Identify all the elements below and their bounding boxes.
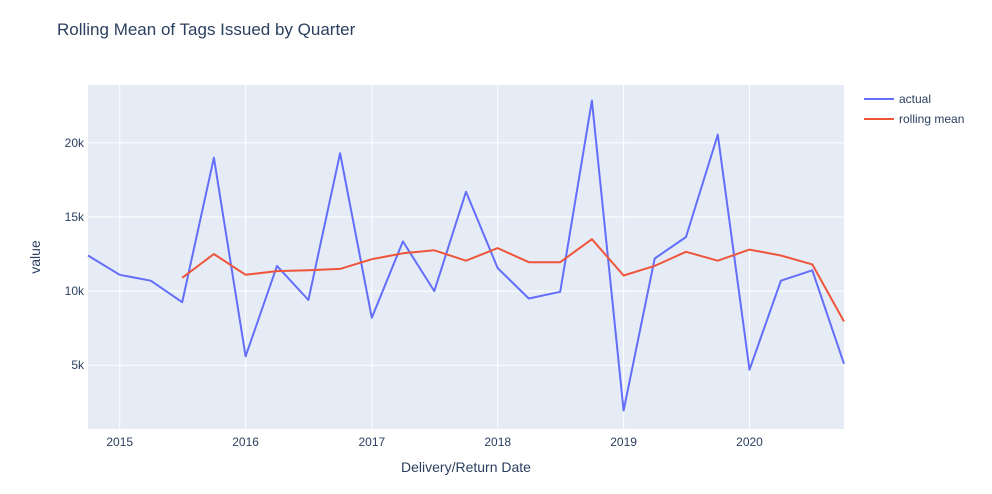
series-layer (87, 99, 845, 412)
y-tick-label: 15k (65, 210, 85, 224)
x-tick-label: 2017 (358, 435, 385, 449)
y-tick-label: 20k (65, 136, 85, 150)
x-tick-label: 2019 (610, 435, 637, 449)
y-tick-label: 5k (71, 358, 85, 372)
legend[interactable]: actual rolling mean (864, 92, 964, 126)
y-axis-title: value (27, 240, 43, 274)
x-tick-label: 2016 (232, 435, 259, 449)
legend-label-actual: actual (899, 92, 931, 106)
x-tick-label: 2020 (736, 435, 763, 449)
y-tick-label: 10k (65, 284, 85, 298)
x-tick-label: 2015 (106, 435, 133, 449)
series-line-actual (87, 99, 845, 412)
series-line-rolling-mean (181, 238, 845, 322)
x-tick-labels: 2015 2016 2017 2018 2019 2020 (106, 435, 763, 449)
legend-item-actual[interactable]: actual (864, 92, 931, 106)
x-axis-title: Delivery/Return Date (401, 459, 531, 475)
chart-title: Rolling Mean of Tags Issued by Quarter (57, 20, 356, 39)
legend-item-rolling-mean[interactable]: rolling mean (864, 112, 964, 126)
y-tick-labels: 5k 10k 15k 20k (65, 136, 85, 372)
x-tick-label: 2018 (484, 435, 511, 449)
legend-label-rolling-mean: rolling mean (899, 112, 964, 126)
